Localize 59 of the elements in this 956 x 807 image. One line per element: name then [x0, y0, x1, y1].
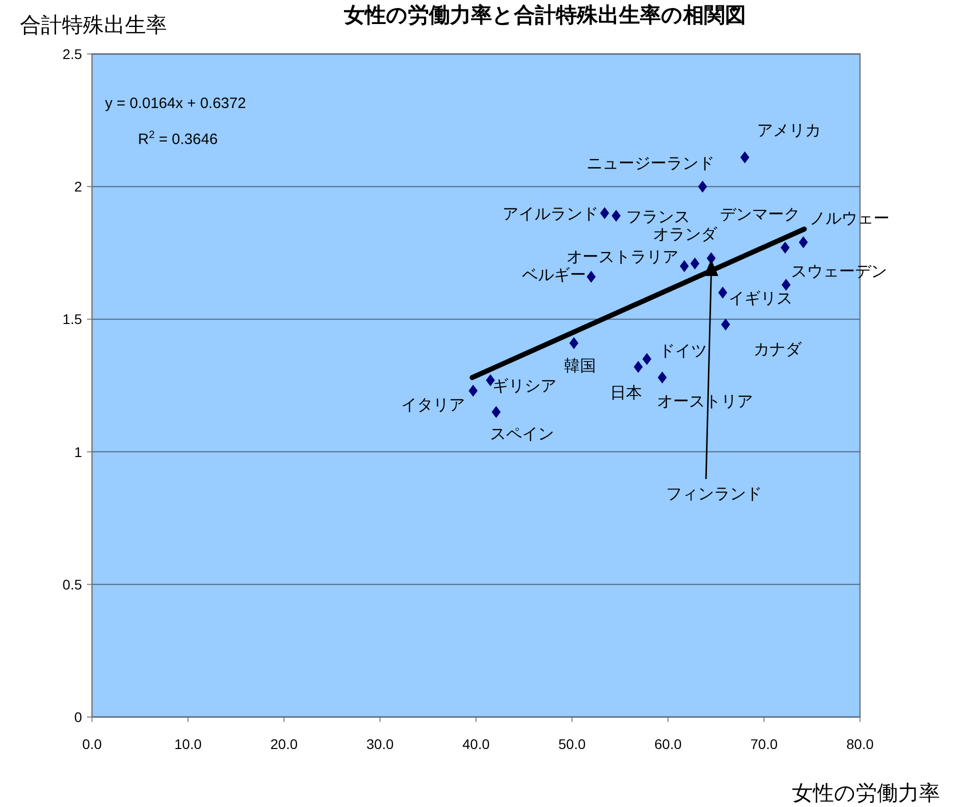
x-tick-label: 0.0: [82, 736, 102, 752]
annotation: ギリシア: [492, 377, 556, 396]
point: [780, 242, 790, 254]
annotation: ノルウェー: [809, 210, 890, 228]
point: [600, 207, 610, 220]
point: [486, 374, 495, 386]
y-axis-title: 合計特殊出生率: [20, 14, 167, 37]
point: [586, 270, 596, 283]
point: [612, 210, 621, 222]
y-tick-label: 2: [74, 178, 82, 195]
annotation: オランダ: [652, 226, 718, 244]
point: [658, 372, 667, 384]
annotation: R$^{2}$ = 0.3646: [138, 129, 218, 148]
annotation: アメリカ: [756, 122, 821, 140]
point: [642, 352, 652, 365]
x-axis-title: 女性の労働力率: [792, 782, 940, 805]
point: [718, 286, 728, 299]
x-tick-label: 70.0: [750, 736, 778, 752]
y-tick-label: 1.5: [62, 311, 82, 328]
x-tick-label: 50.0: [558, 736, 586, 752]
annotation: ドイツ: [658, 342, 707, 360]
annotation: スウェーデン: [791, 264, 888, 281]
x-tick-label: 40.0: [462, 736, 490, 752]
point: [492, 406, 501, 418]
point: [740, 151, 750, 164]
x-tick-label: 10.0: [174, 736, 202, 752]
y-tick-label: 1: [74, 444, 82, 460]
annotation: イタリア: [401, 396, 466, 414]
annotation: デンマーク: [720, 206, 800, 224]
point: [569, 337, 578, 350]
point: [634, 360, 643, 373]
x-tick-label: 60.0: [654, 736, 682, 752]
annotation: アイルランド: [502, 206, 599, 224]
x-tick-label: 30.0: [366, 736, 394, 752]
point: [798, 236, 808, 248]
annotation: フランス: [626, 208, 690, 226]
point: [680, 260, 689, 272]
point: [698, 180, 708, 193]
chart-title: 女性の労働力率と合計特殊出生率の相関図: [343, 3, 746, 27]
annotation: 韓国: [564, 357, 596, 376]
annotation: カナダ: [754, 342, 803, 359]
x-tick-label: 20.0: [270, 736, 298, 752]
point: [721, 318, 730, 331]
annotation: ニュージーランド: [586, 156, 715, 173]
annotation: フィンランド: [666, 486, 762, 503]
annotation: y = 0.0164x + 0.6372: [105, 95, 246, 112]
annotation: 日本: [610, 384, 642, 402]
annotation: オーストラリア: [566, 249, 678, 266]
point: [782, 278, 791, 291]
annotation: スペイン: [490, 426, 554, 444]
y-tick-label: 0.5: [62, 576, 82, 592]
x-tick-label: 80.0: [846, 736, 874, 752]
annotation: イギリス: [728, 290, 793, 308]
y-tick-label: 2.5: [62, 46, 82, 62]
annotation: オーストリア: [657, 394, 754, 411]
point: [690, 258, 700, 270]
y-tick-label: 0: [74, 709, 82, 725]
annotation: ベルギー: [522, 266, 586, 284]
point: [468, 384, 478, 397]
